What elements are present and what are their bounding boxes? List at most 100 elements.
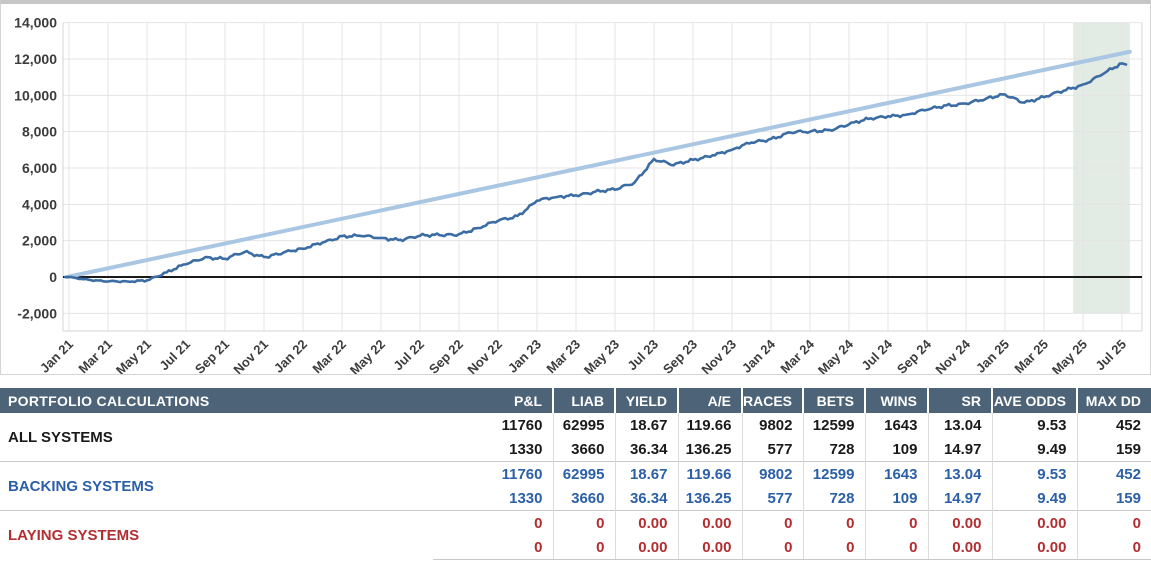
x-axis-label: Mar 25 <box>1011 337 1051 374</box>
cell-p-l: 11760 <box>433 413 553 437</box>
cell-bets: 728 <box>802 486 865 511</box>
cell-sr: 0.00 <box>927 510 992 535</box>
x-axis-label: Mar 24 <box>777 336 817 374</box>
cell-wins: 0 <box>864 510 928 535</box>
cell-liab: 0 <box>552 535 615 560</box>
cell-yield: 36.34 <box>614 486 678 511</box>
y-axis-label: 4,000 <box>22 196 57 212</box>
cell-sr: 0.00 <box>927 535 992 560</box>
column-header-a-e: A/E <box>677 388 742 413</box>
portfolio-calculations-table: PORTFOLIO CALCULATIONS P&L LIAB YIELD A/E R… <box>0 388 1151 560</box>
x-axis-label: Jan 25 <box>973 337 1012 374</box>
cell-races: 9802 <box>741 413 803 437</box>
row-label-laying-systems: LAYING SYSTEMS <box>0 510 433 560</box>
y-axis-label: 12,000 <box>14 51 57 67</box>
cell-ave-odds: 0.00 <box>991 510 1077 535</box>
cell-p-l: 1330 <box>433 486 553 511</box>
cell-liab: 0 <box>552 510 615 535</box>
cell-yield: 18.67 <box>614 413 678 437</box>
x-axis-label: Sep 22 <box>426 337 466 374</box>
x-axis-label: May 22 <box>347 337 388 374</box>
cell-max-dd: 452 <box>1076 461 1151 486</box>
cell-bets: 728 <box>802 437 865 462</box>
y-axis-label: -2,000 <box>17 305 57 321</box>
cell-max-dd: 0 <box>1076 510 1151 535</box>
column-header-bets: BETS <box>802 388 865 413</box>
cell-wins: 1643 <box>864 413 928 437</box>
cell-bets: 0 <box>802 510 865 535</box>
x-axis-label: Nov 23 <box>698 337 739 374</box>
column-header-pnl: P&L <box>433 388 553 413</box>
table-row: 1330 3660 36.34 136.25 577 728 109 14.97 9.49 159 <box>0 437 1151 462</box>
cell-p-l: 11760 <box>433 461 553 486</box>
cell-liab: 62995 <box>552 461 615 486</box>
x-axis-label: Nov 22 <box>464 337 505 374</box>
cell-races: 0 <box>741 510 803 535</box>
table-row: LAYING SYSTEMS 0 0 0.00 0.00 0 0 0 0.00 0.00 0 <box>0 510 1151 560</box>
x-axis-label: Jan 21 <box>37 337 76 374</box>
cell-ave-odds: 9.53 <box>991 413 1077 437</box>
x-axis-label: May 24 <box>815 336 857 374</box>
cell-a-e: 136.25 <box>677 486 742 511</box>
x-axis-label: Mar 21 <box>75 337 115 374</box>
x-axis-label: May 21 <box>113 337 154 374</box>
x-axis-label: Nov 21 <box>230 337 271 374</box>
cell-wins: 109 <box>864 437 928 462</box>
x-axis-label: Jul 22 <box>390 337 427 374</box>
cell-a-e: 119.66 <box>677 461 742 486</box>
column-header-races: RACES <box>741 388 803 413</box>
x-axis-label: Jul 25 <box>1092 337 1129 374</box>
table-row: 1330 3660 36.34 136.25 577 728 109 14.97 9.49 159 <box>0 486 1151 511</box>
row-label-all-systems: ALL SYSTEMS <box>0 413 433 462</box>
column-header-ave-odds: AVE ODDS <box>991 388 1077 413</box>
cell-bets: 12599 <box>802 413 865 437</box>
table-title: PORTFOLIO CALCULATIONS <box>0 388 433 413</box>
x-axis-label: Jan 24 <box>739 336 779 374</box>
x-axis-label: Mar 23 <box>543 337 583 374</box>
cell-a-e: 119.66 <box>677 413 742 437</box>
table-row: ALL SYSTEMS 11760 62995 18.67 119.66 9802 1259… <box>0 413 1151 462</box>
y-axis-label: 10,000 <box>14 87 57 103</box>
cell-a-e: 0.00 <box>677 510 742 535</box>
pnl-series-line <box>63 62 1128 284</box>
cell-a-e: 0.00 <box>677 535 742 560</box>
cell-ave-odds: 9.53 <box>991 461 1077 486</box>
x-axis-label: Sep 23 <box>660 337 700 374</box>
cell-bets: 0 <box>802 535 865 560</box>
column-header-wins: WINS <box>864 388 928 413</box>
cell-max-dd: 452 <box>1076 413 1151 437</box>
x-axis-label: Sep 24 <box>894 336 935 374</box>
cell-yield: 36.34 <box>614 437 678 462</box>
table-row: BACKING SYSTEMS 11760 62995 18.67 119.66 9802… <box>0 461 1151 511</box>
cell-races: 577 <box>741 486 803 511</box>
cell-races: 9802 <box>741 461 803 486</box>
cell-p-l: 0 <box>433 510 553 535</box>
x-axis-label: Jan 23 <box>505 337 544 374</box>
y-axis-label: 0 <box>49 269 57 285</box>
table-row: 0 0 0.00 0.00 0 0 0 0.00 0.00 0 <box>0 535 1151 560</box>
cell-a-e: 136.25 <box>677 437 742 462</box>
column-header-yield: YIELD <box>614 388 678 413</box>
cell-wins: 0 <box>864 535 928 560</box>
cell-liab: 3660 <box>552 437 615 462</box>
cell-races: 577 <box>741 437 803 462</box>
table-header-row: PORTFOLIO CALCULATIONS P&L LIAB YIELD A/E R… <box>0 388 1151 413</box>
cell-sr: 14.97 <box>927 437 992 462</box>
cell-sr: 13.04 <box>927 413 992 437</box>
x-axis-label: Jul 24 <box>858 336 895 373</box>
cell-yield: 18.67 <box>614 461 678 486</box>
x-axis-label: Jul 21 <box>156 337 193 374</box>
column-header-max-dd: MAX DD <box>1076 388 1151 413</box>
cell-sr: 14.97 <box>927 486 992 511</box>
cell-yield: 0.00 <box>614 510 678 535</box>
x-axis-label: May 25 <box>1049 337 1090 374</box>
y-axis-label: 6,000 <box>22 160 57 176</box>
cell-ave-odds: 9.49 <box>991 437 1077 462</box>
cell-races: 0 <box>741 535 803 560</box>
cell-liab: 62995 <box>552 413 615 437</box>
x-axis-label: May 23 <box>581 337 622 374</box>
column-header-liab: LIAB <box>552 388 615 413</box>
pnl-line-chart: 14,000 12,000 10,000 8,000 6,000 4,000 2,000 0 -… <box>14 15 1143 374</box>
row-label-backing-systems: BACKING SYSTEMS <box>0 461 433 511</box>
